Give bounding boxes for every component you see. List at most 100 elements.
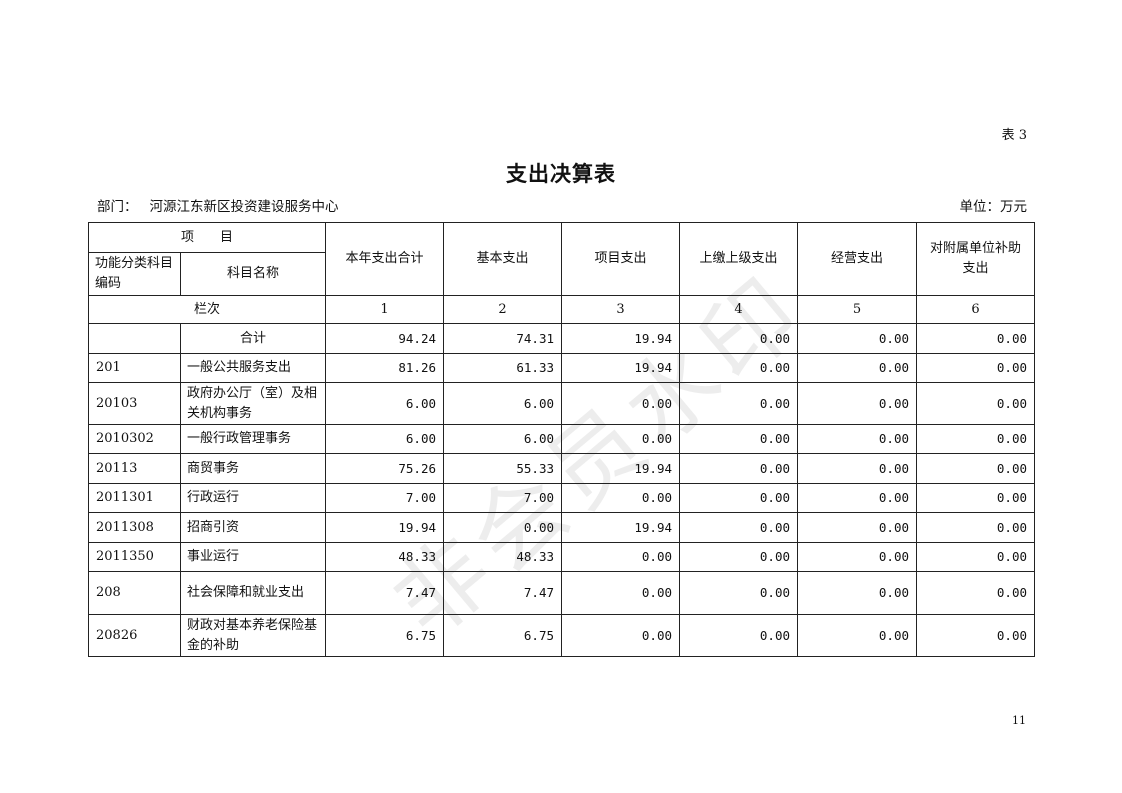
amount-cell: 0.00 [561,614,681,657]
amount-cell: 0.00 [679,424,799,454]
amount-cell: 0.00 [679,614,799,657]
amount-cell: 0.00 [561,542,681,572]
header-item: 项 目 [87,222,327,253]
amount-cell: 0.00 [916,424,1036,454]
subject-name: 招商引资 [179,512,327,543]
amount-cell: 6.75 [443,614,563,657]
header-col: 经营支出 [797,222,918,296]
header-name: 科目名称 [179,252,327,296]
table-row: 2011350 事业运行 48.33 48.33 0.00 0.00 0.00 0.00 [88,542,1036,572]
row-index: 4 [679,295,799,324]
row-index-label: 栏次 [87,295,327,324]
subject-code: 2011350 [88,542,181,572]
subject-name: 商贸事务 [179,453,327,484]
subject-name: 行政运行 [179,483,327,513]
row-index: 5 [797,295,918,324]
amount-cell: 0.00 [916,323,1036,354]
amount-cell: 0.00 [916,382,1036,425]
amount-cell: 0.00 [561,483,681,513]
expenditure-table: 项 目 本年支出合计 基本支出 项目支出 上缴上级支出 经营支出 对附属单位补助… [87,222,1036,657]
subject-code: 2010302 [88,424,181,454]
amount-cell: 81.26 [325,353,445,383]
amount-cell: 7.47 [325,571,445,615]
amount-cell: 0.00 [916,453,1036,484]
subject-name: 一般公共服务支出 [179,353,327,383]
amount-cell: 55.33 [443,453,563,484]
row-index: 1 [325,295,445,324]
amount-cell: 74.31 [443,323,563,354]
subject-code [88,323,181,354]
amount-cell: 19.94 [561,323,681,354]
amount-cell: 48.33 [443,542,563,572]
amount-cell: 0.00 [679,571,799,615]
amount-cell: 0.00 [679,483,799,513]
amount-cell: 0.00 [561,424,681,454]
subject-code: 20826 [88,614,181,657]
subject-code: 2011308 [88,512,181,543]
subject-code: 2011301 [88,483,181,513]
amount-cell: 0.00 [797,483,918,513]
table-row: 201 一般公共服务支出 81.26 61.33 19.94 0.00 0.00 0.00 [88,353,1036,383]
amount-cell: 0.00 [679,453,799,484]
amount-cell: 6.00 [325,424,445,454]
amount-cell: 6.75 [325,614,445,657]
subject-name: 合计 [179,323,327,354]
subject-code: 20113 [88,453,181,484]
amount-cell: 6.00 [443,382,563,425]
header-col: 对附属单位补助支出 [916,222,1036,296]
table-row: 2011301 行政运行 7.00 7.00 0.00 0.00 0.00 0.00 [88,483,1036,513]
subject-name: 财政对基本养老保险基金的补助 [179,614,327,657]
amount-cell: 19.94 [561,453,681,484]
header-col: 本年支出合计 [325,222,445,296]
subject-code: 20103 [88,382,181,425]
amount-cell: 7.00 [443,483,563,513]
amount-cell: 0.00 [679,382,799,425]
amount-cell: 0.00 [916,483,1036,513]
header-col: 上缴上级支出 [679,222,799,296]
amount-cell: 0.00 [797,614,918,657]
table-row: 2010302 一般行政管理事务 6.00 6.00 0.00 0.00 0.00 0.00 [88,424,1036,454]
amount-cell: 7.47 [443,571,563,615]
table-number: 表 3 [1001,128,1027,143]
amount-cell: 6.00 [325,382,445,425]
amount-cell: 0.00 [797,571,918,615]
amount-cell: 0.00 [797,512,918,543]
subject-code: 201 [88,353,181,383]
amount-cell: 75.26 [325,453,445,484]
department: 部门： 河源江东新区投资建设服务中心 [97,195,351,215]
amount-cell: 0.00 [916,353,1036,383]
amount-cell: 61.33 [443,353,563,383]
amount-cell: 0.00 [797,542,918,572]
table-row: 2011308 招商引资 19.94 0.00 19.94 0.00 0.00 0.00 [88,512,1036,543]
row-index: 6 [916,295,1036,324]
page-title: 支出决算表 [506,161,616,186]
row-index: 2 [443,295,563,324]
header-col: 基本支出 [443,222,563,296]
header-col: 项目支出 [561,222,681,296]
table-row: 20826 财政对基本养老保险基金的补助 6.75 6.75 0.00 0.00 0.00 0… [88,614,1036,657]
amount-cell: 0.00 [561,571,681,615]
amount-cell: 0.00 [679,542,799,572]
header-code: 功能分类科目编码 [88,252,181,296]
amount-cell: 19.94 [325,512,445,543]
table-row: 20103 政府办公厅（室）及相关机构事务 6.00 6.00 0.00 0.00 0.00… [88,382,1036,425]
amount-cell: 0.00 [797,353,918,383]
amount-cell: 0.00 [916,512,1036,543]
amount-cell: 0.00 [679,323,799,354]
amount-cell: 94.24 [325,323,445,354]
unit-label: 单位：万元 [959,199,1028,215]
row-index: 3 [561,295,681,324]
amount-cell: 19.94 [561,353,681,383]
subject-name: 政府办公厅（室）及相关机构事务 [179,382,327,425]
department-label: 部门： [97,199,138,215]
amount-cell: 0.00 [561,382,681,425]
amount-cell: 48.33 [325,542,445,572]
amount-cell: 0.00 [916,571,1036,615]
table-row: 合计 94.24 74.31 19.94 0.00 0.00 0.00 [88,323,1036,354]
amount-cell: 0.00 [916,542,1036,572]
subject-name: 一般行政管理事务 [179,424,327,454]
amount-cell: 0.00 [679,353,799,383]
table-row: 208 社会保障和就业支出 7.47 7.47 0.00 0.00 0.00 0.00 [88,571,1036,615]
amount-cell: 19.94 [561,512,681,543]
table-row: 20113 商贸事务 75.26 55.33 19.94 0.00 0.00 0.00 [88,453,1036,484]
